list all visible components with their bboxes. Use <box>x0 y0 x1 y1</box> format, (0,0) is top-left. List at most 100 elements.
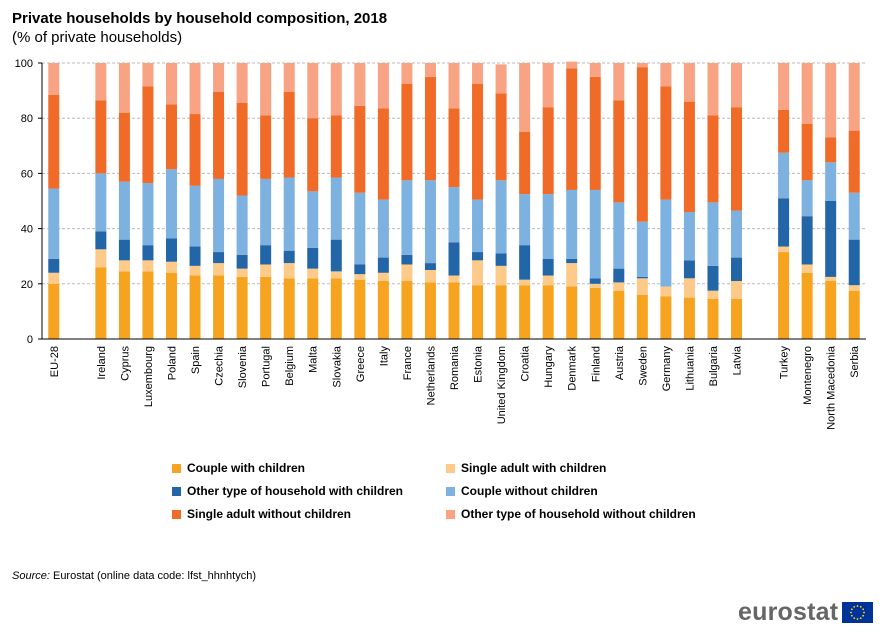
bar-segment <box>660 286 672 297</box>
bar-segment <box>589 63 601 77</box>
bar-segment <box>165 169 177 239</box>
x-tick-label: Estonia <box>473 345 485 383</box>
bar-segment <box>424 282 436 339</box>
bar-segment <box>236 195 248 255</box>
bar-segment <box>330 271 342 279</box>
bar-segment <box>589 189 601 279</box>
bar-segment <box>613 282 625 291</box>
bar-segment <box>707 265 719 291</box>
bar-segment <box>424 180 436 264</box>
x-tick-label: Bulgaria <box>708 345 720 386</box>
bar-segment <box>307 191 319 248</box>
bar-segment <box>472 260 484 286</box>
bar-segment <box>189 246 201 266</box>
bar-segment <box>848 63 860 131</box>
legend-item: Single adult with children <box>446 461 606 475</box>
legend-label: Other type of household with children <box>187 484 404 498</box>
bar-segment <box>448 242 460 276</box>
bar-segment <box>707 115 719 203</box>
bar-segment <box>683 212 695 261</box>
bar-segment <box>354 279 366 339</box>
bar-segment <box>566 258 578 264</box>
bar-segment <box>401 83 413 181</box>
bar-segment <box>519 279 531 286</box>
bar-segment <box>165 238 177 262</box>
bar-segment <box>48 258 60 273</box>
bar-segment <box>48 272 60 284</box>
x-tick-label: Romania <box>449 345 461 390</box>
bar-segment <box>731 298 743 339</box>
bar-segment <box>707 298 719 339</box>
eu-star <box>850 611 853 614</box>
x-tick-label: Croatia <box>520 345 532 381</box>
bar-segment <box>448 187 460 243</box>
bar-segment <box>519 194 531 246</box>
bar-segment <box>495 253 507 266</box>
bar-segment <box>401 63 413 84</box>
legend-swatch <box>446 509 455 519</box>
x-tick-label: Slovenia <box>237 345 249 388</box>
bar-segment <box>189 185 201 247</box>
x-tick-label: Luxembourg <box>143 346 155 407</box>
legend-swatch <box>446 463 455 473</box>
x-tick-label: Finland <box>590 346 602 382</box>
eu-star <box>853 605 856 608</box>
x-tick-label: United Kingdom <box>496 346 508 424</box>
x-tick-label: Lithuania <box>684 345 696 391</box>
eu-star <box>851 608 854 611</box>
bar-segment <box>260 115 272 179</box>
bar-segment <box>519 285 531 339</box>
bar-segment <box>731 210 743 258</box>
legend-label: Other type of household without children <box>461 507 696 521</box>
x-tick-label: Serbia <box>849 345 861 378</box>
eurostat-logo: eurostat <box>738 598 874 627</box>
bar-segment <box>613 268 625 283</box>
bar-segment <box>283 250 295 264</box>
bar-segment <box>707 202 719 266</box>
bar-segment <box>542 107 554 195</box>
bar-segment <box>401 254 413 265</box>
bar-segment <box>48 63 60 95</box>
bar-segment <box>801 272 813 339</box>
bar-segment <box>377 281 389 339</box>
x-tick-label: Portugal <box>261 346 273 387</box>
x-tick-label: Montenegro <box>802 346 814 405</box>
bar-segment <box>660 296 672 339</box>
bar-segment <box>118 271 130 339</box>
bar-segment <box>778 109 790 153</box>
bar-segment <box>236 254 248 269</box>
bar-segment <box>848 130 860 193</box>
bar-segment <box>377 108 389 200</box>
bar-segment <box>636 67 648 222</box>
bar-segment <box>848 290 860 339</box>
bar-segment <box>142 63 154 87</box>
y-tick-label: 60 <box>21 168 33 180</box>
bar-segment <box>142 245 154 261</box>
bar-segment <box>825 276 837 282</box>
bar-segment <box>330 63 342 116</box>
stacked-bar-chart: 0 20 40 60 80 100 EU-28 Ireland Cyprus Luxembourg… <box>15 58 866 430</box>
bar-segment <box>48 188 60 259</box>
eu-star <box>862 608 865 611</box>
bar-segment <box>519 245 531 280</box>
y-tick-label: 100 <box>15 58 33 70</box>
bar-segment <box>165 261 177 273</box>
bar-segment <box>213 252 225 264</box>
bar-segment <box>589 76 601 190</box>
x-tick-label: Greece <box>355 346 367 382</box>
bar-segment <box>848 239 860 286</box>
bar-segment <box>636 294 648 339</box>
bar-segment <box>283 91 295 178</box>
bar-segment <box>731 107 743 211</box>
bar-segment <box>636 63 648 68</box>
bar-segment <box>330 239 342 272</box>
legend-item: Couple with children <box>172 461 305 475</box>
bar-segment <box>189 114 201 186</box>
bar-segment <box>683 297 695 339</box>
bar-segment <box>636 276 648 279</box>
bar-segment <box>283 278 295 339</box>
eu-star <box>853 617 856 620</box>
x-tick-label: EU-28 <box>49 346 61 377</box>
x-tick-label: Hungary <box>543 346 555 388</box>
x-tick-label: Sweden <box>637 346 649 386</box>
